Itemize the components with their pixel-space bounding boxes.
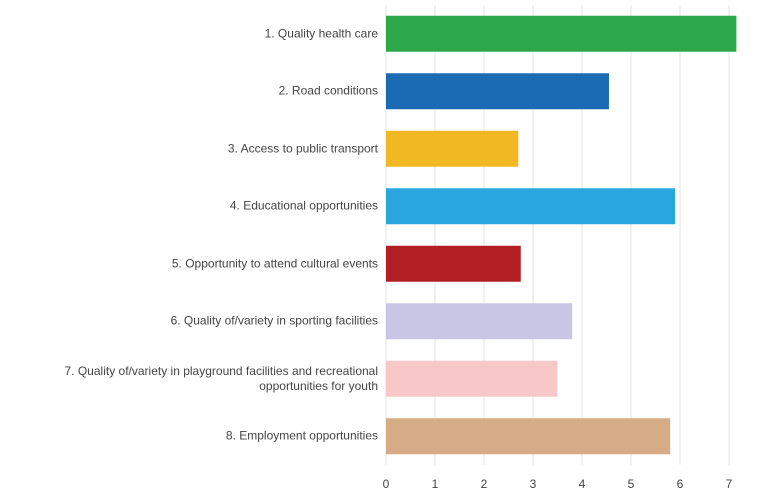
x-tick-label: 0 bbox=[383, 477, 390, 491]
bar bbox=[386, 360, 558, 397]
bar bbox=[386, 73, 609, 110]
y-tick-label: 1. Quality health care bbox=[264, 26, 378, 41]
x-tick-label: 1 bbox=[432, 477, 439, 491]
x-tick-label: 6 bbox=[677, 477, 684, 491]
bar bbox=[386, 15, 737, 52]
bar bbox=[386, 188, 676, 225]
x-tick-label: 7 bbox=[726, 477, 733, 491]
bar bbox=[386, 245, 521, 282]
y-tick-label: 6. Quality of/variety in sporting facili… bbox=[170, 313, 378, 328]
y-tick-label: 5. Opportunity to attend cultural events bbox=[171, 256, 378, 271]
y-tick-label: 2. Road conditions bbox=[278, 83, 378, 98]
y-tick-label: 3. Access to public transport bbox=[227, 141, 378, 156]
x-tick-label: 2 bbox=[481, 477, 488, 491]
x-tick-label: 4 bbox=[579, 477, 586, 491]
y-tick-label: 7. Quality of/variety in playground faci… bbox=[64, 363, 379, 393]
bar bbox=[386, 418, 671, 455]
y-tick-label: 4. Educational opportunities bbox=[229, 198, 378, 213]
bar bbox=[386, 303, 573, 340]
x-tick-label: 3 bbox=[530, 477, 537, 491]
bar bbox=[386, 130, 519, 167]
x-tick-label: 5 bbox=[628, 477, 635, 491]
y-tick-label: 8. Employment opportunities bbox=[225, 428, 378, 443]
